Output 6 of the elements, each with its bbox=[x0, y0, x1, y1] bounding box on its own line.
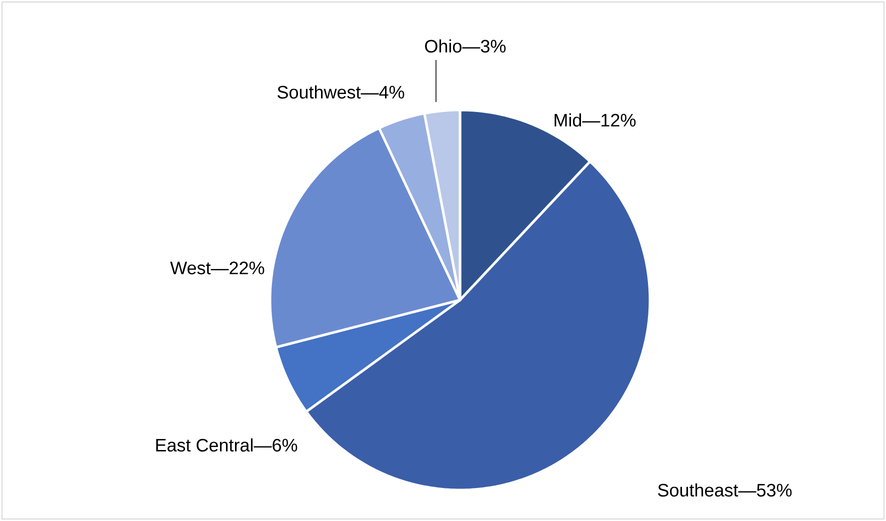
slice-label: Mid—12% bbox=[554, 113, 636, 127]
slice-label: Southwest—4% bbox=[278, 85, 404, 99]
slice-label: West—22% bbox=[170, 262, 264, 274]
slice-label: Ohio—3% bbox=[425, 39, 506, 53]
slice-label: Southeast—53% bbox=[658, 483, 792, 497]
slice-label: East Central—6% bbox=[156, 438, 298, 452]
